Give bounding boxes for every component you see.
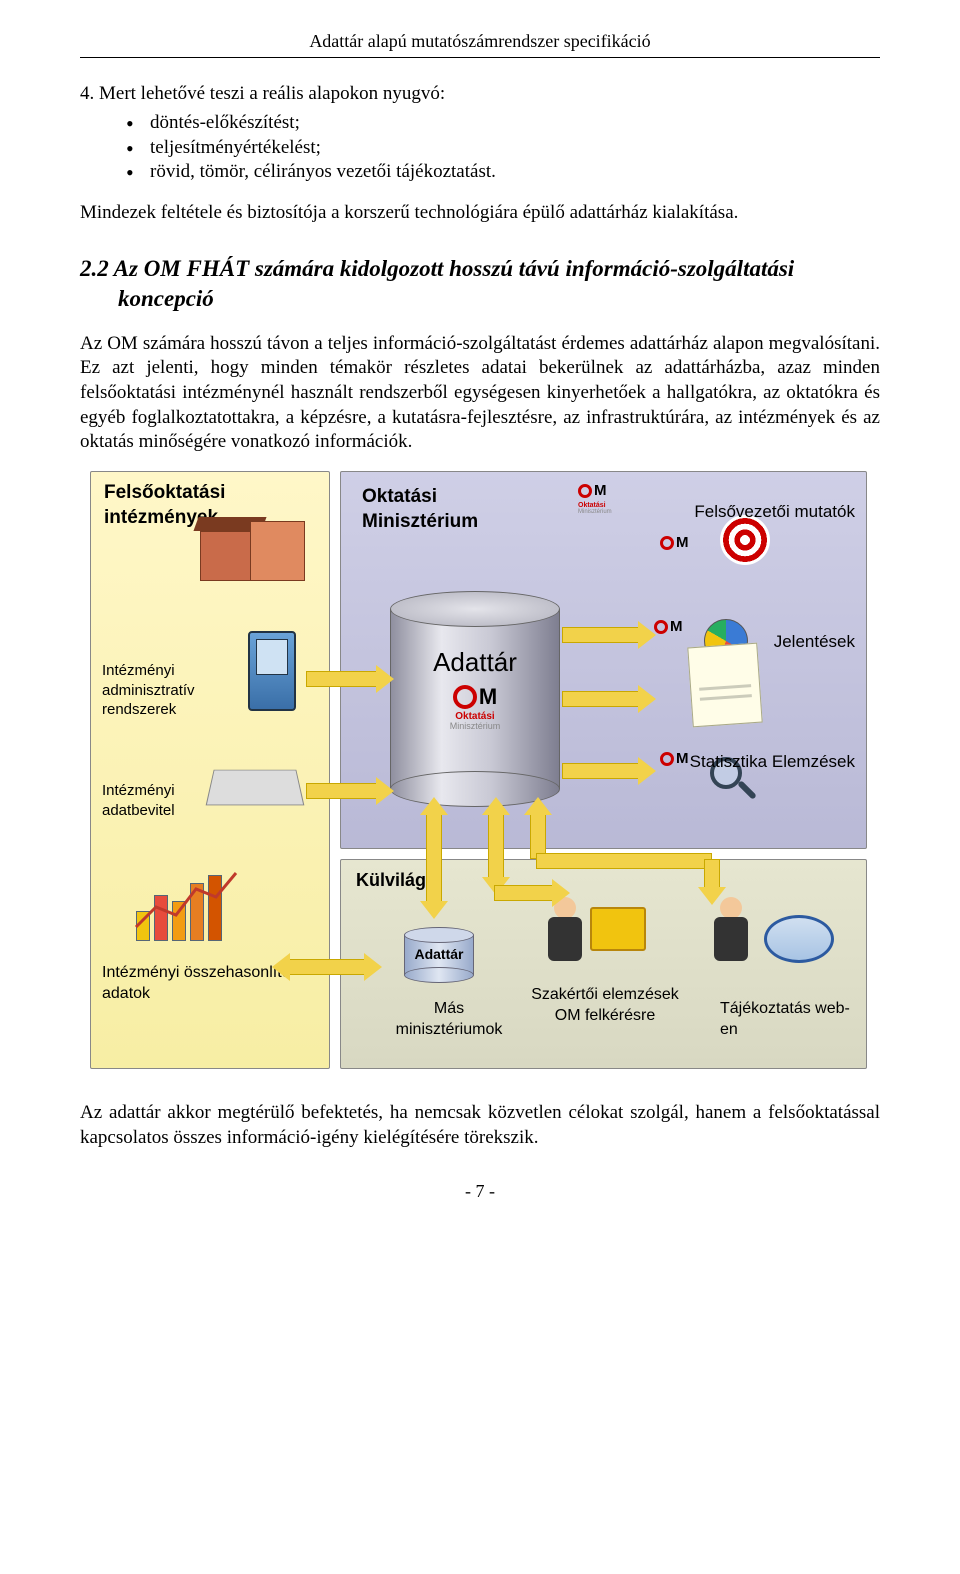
arrow-head-icon: [482, 797, 510, 815]
arrow-icon: [306, 671, 378, 687]
list-item: rövid, tömör, célirányos vezetői tájékoz…: [150, 160, 880, 185]
bottom-item-label: Más minisztériumok: [384, 999, 514, 1041]
om-logo-icon: MOktatásiMinisztérium: [578, 481, 612, 520]
right-label: Felsővezetői mutatók: [650, 501, 855, 523]
arrow-icon: [562, 627, 640, 643]
mini-database-icon: Adattár: [404, 927, 474, 979]
arrow-head-icon: [376, 665, 394, 693]
right-label: Statisztika Elemzések: [650, 751, 855, 773]
page-header-title: Adattár alapú mutatószámrendszer specifi…: [80, 30, 880, 53]
om-logo-icon: M: [660, 533, 689, 554]
top-panel-title: Oktatási Minisztérium: [362, 485, 502, 534]
arrow-head-icon: [376, 777, 394, 805]
globe-icon: [764, 915, 834, 963]
arrow-icon: [306, 783, 378, 799]
section-heading: 2.2 Az OM FHÁT számára kidolgozott hossz…: [80, 254, 880, 314]
keyboard-icon: [210, 761, 300, 811]
arrow-head-icon: [364, 953, 382, 981]
list-item: döntés-előkészítést;: [150, 111, 880, 136]
arrow-head-icon: [638, 621, 656, 649]
page-number: - 7 -: [80, 1180, 880, 1203]
arrow-icon: [562, 763, 640, 779]
arrow-icon: [704, 859, 720, 889]
intro-lead: 4. Mert lehetővé teszi a reális alapokon…: [80, 82, 880, 107]
closing-paragraph: Az adattár akkor megtérülő befektetés, h…: [80, 1101, 880, 1150]
left-item-label: Intézményi adatbevitel: [102, 781, 212, 820]
monitor-icon: [590, 907, 646, 951]
report-icon: [690, 645, 760, 725]
bottom-item-label: Tájékoztatás web-en: [720, 999, 850, 1041]
server-icon: [248, 631, 296, 711]
arrow-head-icon: [420, 901, 448, 919]
arrow-head-icon: [638, 757, 656, 785]
arrow-icon: [488, 813, 504, 879]
arrow-icon: [562, 691, 640, 707]
arrow-icon: [536, 853, 712, 869]
arrow-head-icon: [272, 953, 290, 981]
bottom-panel-title: Külvilág: [356, 869, 426, 892]
person-icon: [712, 897, 772, 977]
bottom-item-label: Szakértői elemzések OM felkérésre: [530, 985, 680, 1027]
right-label: Jelentések: [650, 631, 855, 653]
arrow-head-icon: [524, 797, 552, 815]
left-item-label: Intézményi adminisztratív rendszerek: [102, 661, 232, 720]
concept-diagram: Felsőoktatási intézmények Intézményi adm…: [90, 471, 870, 1081]
building-icon: [200, 511, 310, 581]
arrow-head-icon: [552, 879, 570, 907]
intro-after: Mindezek feltétele és biztosítója a kors…: [80, 201, 880, 226]
arrow-icon: [288, 959, 366, 975]
section-body: Az OM számára hosszú távon a teljes info…: [80, 332, 880, 455]
intro-bullet-list: döntés-előkészítést; teljesítményértékel…: [150, 111, 880, 185]
database-label: Adattár: [390, 646, 560, 680]
arrow-head-icon: [698, 887, 726, 905]
arrow-head-icon: [638, 685, 656, 713]
database-cylinder: Adattár MOktatásiMinisztérium: [390, 591, 560, 801]
arrow-icon: [426, 813, 442, 903]
arrow-head-icon: [420, 797, 448, 815]
header-rule: [80, 57, 880, 58]
list-item: teljesítményértékelést;: [150, 136, 880, 161]
om-logo-icon: MOktatásiMinisztérium: [450, 683, 501, 731]
chart-icon: [136, 871, 236, 941]
arrow-icon: [494, 885, 554, 901]
